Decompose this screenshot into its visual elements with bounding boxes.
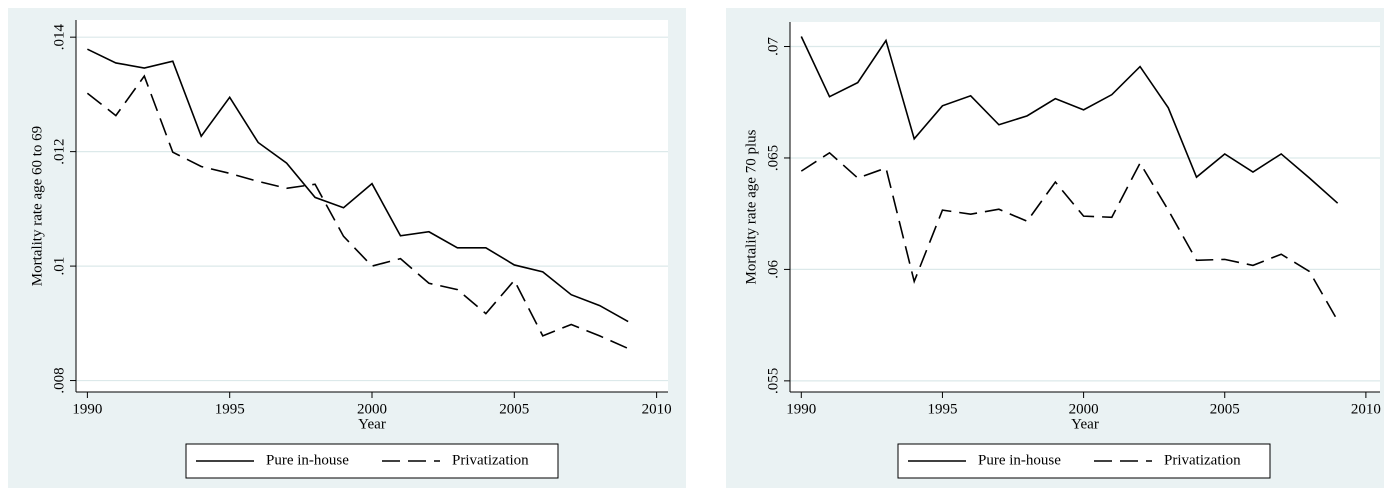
plot-area bbox=[76, 20, 668, 392]
y-axis-title: Mortality rate age 70 plus bbox=[743, 129, 759, 284]
series-line bbox=[87, 48, 629, 323]
panel: .008 .01 .012 .014 1990 1995 2000 2005 2010 Year M… bbox=[8, 8, 686, 488]
legend-label: Privatization bbox=[452, 452, 529, 468]
y-tick-label: .07 bbox=[765, 37, 781, 56]
x-tick-label: 2005 bbox=[499, 401, 529, 417]
legend-label: Pure in-house bbox=[266, 452, 349, 468]
series-line bbox=[800, 36, 1339, 204]
y-tick-label: .065 bbox=[765, 145, 781, 171]
x-tick-label: 2000 bbox=[357, 401, 387, 417]
x-axis-title: Year bbox=[1071, 416, 1099, 432]
y-tick-label: .055 bbox=[765, 368, 781, 394]
x-tick-label: 1990 bbox=[786, 401, 816, 417]
x-tick-label: 2010 bbox=[642, 401, 672, 417]
series-line bbox=[86, 74, 629, 350]
y-tick-label: .01 bbox=[51, 257, 67, 276]
y-tick-label: .014 bbox=[51, 24, 67, 51]
x-tick-label: 1995 bbox=[215, 401, 245, 417]
plot-area bbox=[790, 22, 1380, 392]
x-axis-title: Year bbox=[358, 416, 386, 432]
legend-label: Pure in-house bbox=[978, 452, 1061, 468]
x-tick-label: 2000 bbox=[1069, 401, 1099, 417]
x-tick-label: 2005 bbox=[1210, 401, 1240, 417]
x-tick-label: 1995 bbox=[927, 401, 957, 417]
x-tick-label: 1990 bbox=[72, 401, 102, 417]
y-axis-title: Mortality rate age 60 to 69 bbox=[29, 126, 45, 286]
panel: .055 .06 .065 .07 1990 1995 2000 2005 2010 Year Mo… bbox=[726, 8, 1384, 488]
y-tick-label: .008 bbox=[51, 367, 67, 393]
x-tick-label: 2010 bbox=[1351, 401, 1381, 417]
series-line bbox=[800, 151, 1339, 322]
y-tick-label: .06 bbox=[765, 260, 781, 279]
y-tick-label: .012 bbox=[51, 139, 67, 165]
legend-label: Privatization bbox=[1164, 452, 1241, 468]
